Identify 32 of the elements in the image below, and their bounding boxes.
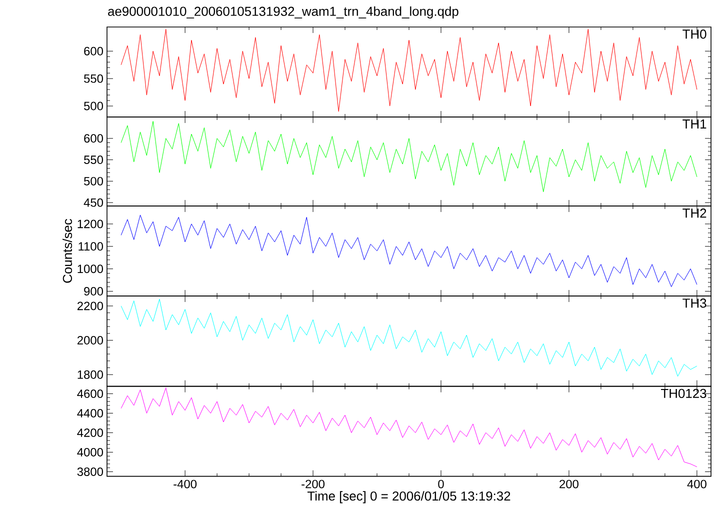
- y-tick-label: 900: [84, 287, 104, 296]
- y-tick-label: 450: [84, 198, 104, 207]
- x-tick-label: -200: [302, 480, 325, 488]
- chart-title: ae900001010_20060105131932_wam1_trn_4band_long.qdp: [108, 6, 458, 18]
- y-tick-label: 1800: [78, 370, 104, 379]
- y-tick-label: 550: [84, 74, 104, 83]
- y-tick-label: 4600: [77, 389, 104, 398]
- y-axis-title: Counts/sec: [62, 218, 72, 283]
- y-tick-label: 1100: [78, 242, 104, 251]
- x-tick-label: 400: [687, 480, 706, 488]
- x-tick-label: 200: [560, 480, 578, 488]
- y-tick-label: 600: [84, 46, 104, 56]
- y-tick-label: 550: [84, 156, 104, 164]
- annotation: TH1: [682, 120, 706, 128]
- y-tick-label: 3800: [77, 467, 104, 476]
- annotation: TH3: [682, 298, 706, 308]
- y-tick-label: 1200: [78, 220, 104, 228]
- y-tick-label: 4400: [77, 408, 104, 418]
- x-tick-label: -400: [174, 480, 197, 488]
- annotation: TH0123: [661, 388, 706, 398]
- annotation: TH2: [682, 208, 706, 218]
- y-tick-label: 1000: [78, 264, 104, 274]
- annotation: TH0: [682, 30, 706, 39]
- y-tick-label: 2000: [77, 336, 104, 345]
- y-tick-label: 500: [84, 176, 104, 186]
- y-tick-label: 600: [84, 134, 104, 143]
- y-tick-label: 2200: [77, 302, 104, 310]
- y-tick-label: 4200: [77, 428, 104, 437]
- x-axis-title: Time [sec] 0 = 2006/01/05 13:19:32: [307, 491, 510, 504]
- y-tick-label: 4000: [77, 448, 104, 456]
- x-tick-label: 0: [438, 480, 444, 488]
- y-tick-label: 500: [84, 102, 104, 110]
